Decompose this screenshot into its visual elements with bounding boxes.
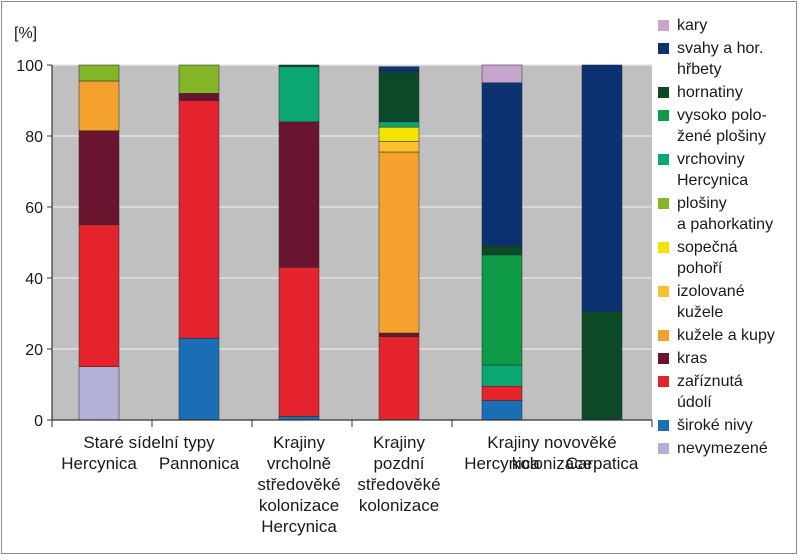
bar-segment — [378, 151, 420, 334]
bar-segment — [78, 64, 120, 82]
bars — [78, 64, 623, 421]
bar-segment — [178, 338, 220, 421]
y-tick-label: 100 — [16, 58, 43, 75]
plot-area — [52, 65, 652, 420]
legend-swatch — [658, 198, 669, 209]
legend-label: kras — [677, 350, 707, 367]
legend-label: vysoko polo-žené plošiny — [677, 107, 767, 145]
bar-segment — [378, 126, 420, 142]
bar-segment — [78, 224, 120, 367]
bar-segment — [481, 82, 523, 247]
y-tick-label: 60 — [25, 200, 43, 217]
legend-swatch — [658, 154, 669, 165]
legend-swatch — [658, 20, 669, 31]
bar-segment — [378, 332, 420, 337]
legend-swatch — [658, 376, 669, 387]
legend-label: svahy a hor. hřbety — [677, 40, 763, 78]
legend-swatch — [658, 420, 669, 431]
x-category-label: Hercynica — [464, 454, 540, 473]
bar-segment — [481, 64, 523, 83]
y-axis-unit-label: [%] — [14, 25, 37, 42]
gridlines — [52, 64, 652, 350]
bar-segment — [278, 64, 320, 68]
legend-label: nevymezené — [677, 440, 768, 457]
y-tick-label: 80 — [25, 129, 43, 146]
bar-segment — [481, 400, 523, 421]
legend-swatch — [658, 87, 669, 98]
bar-segment — [178, 100, 220, 339]
x-category-label: Carpatica — [566, 454, 639, 473]
axes — [51, 65, 653, 427]
bar-segment — [378, 71, 420, 123]
bar-segment — [278, 66, 320, 123]
bar-segment — [178, 64, 220, 94]
x-group-label: Krajiny pozdní středověké kolonizace — [357, 433, 440, 515]
y-tick-label: 0 — [34, 413, 43, 430]
bar-segment — [481, 386, 523, 401]
legend-swatch — [658, 286, 669, 297]
legend: kary svahy a hor. hřbety hornatiny vysoko po… — [658, 17, 775, 457]
bar-segment — [78, 366, 120, 421]
x-group-label: Krajiny vrcholně středověké kolonizace Hercy… — [257, 433, 340, 536]
bar-segment — [481, 245, 523, 256]
bar-segment — [278, 121, 320, 268]
legend-swatch — [658, 330, 669, 341]
legend-label: zaříznutá údolí — [677, 373, 743, 411]
bar-segment — [78, 80, 120, 131]
bar-segment — [581, 311, 623, 421]
legend-label: izolované kužele — [677, 283, 745, 321]
legend-label: vrchoviny Hercynica — [677, 151, 748, 189]
bar-segment — [178, 93, 220, 101]
legend-label: sopečná pohoří — [677, 239, 738, 277]
bar-segment — [78, 130, 120, 225]
x-category-label: Hercynica — [61, 454, 137, 473]
y-tick-label: 20 — [25, 342, 43, 359]
x-group-label: Staré sídelní typy — [83, 433, 215, 452]
legend-label: hornatiny — [677, 84, 743, 101]
y-tick-label: 40 — [25, 271, 43, 288]
bar-segment — [278, 267, 320, 417]
x-group-label: Krajiny novověké kolonizace — [487, 433, 616, 473]
legend-label: kary — [677, 17, 707, 34]
bar-segment — [378, 141, 420, 153]
legend-swatch — [658, 353, 669, 364]
bar-segment — [481, 254, 523, 366]
x-category-label: Pannonica — [159, 454, 240, 473]
legend-swatch — [658, 43, 669, 54]
bar-segment — [378, 336, 420, 421]
bar-segment — [378, 121, 420, 128]
legend-label: široké nivy — [677, 417, 753, 434]
legend-swatch — [658, 110, 669, 121]
legend-label: plošiny a pahorkatiny — [677, 195, 773, 233]
legend-swatch — [658, 242, 669, 253]
legend-swatch — [658, 443, 669, 454]
bar-segment — [481, 364, 523, 387]
bar-segment — [581, 64, 623, 312]
x-axis-labels: Staré sídelní typy Krajiny vrcholně středov… — [61, 433, 639, 536]
legend-label: kužele a kupy — [677, 327, 775, 344]
bar-segment — [378, 66, 420, 73]
y-tick-labels: 0 20 40 60 80 100 — [16, 58, 52, 430]
